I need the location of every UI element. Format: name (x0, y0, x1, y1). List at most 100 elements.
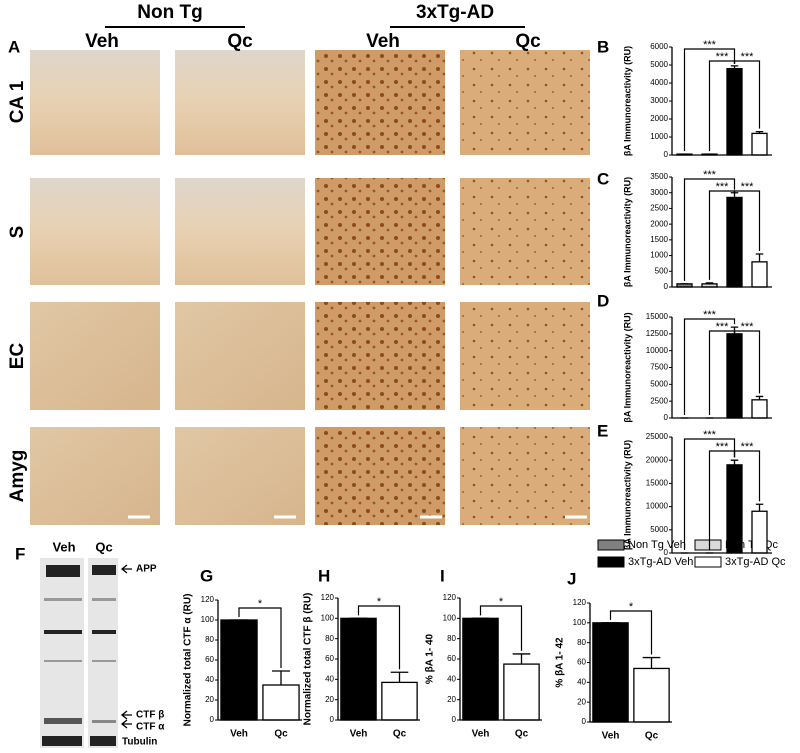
y-tick-label: 1000 (650, 251, 668, 260)
error-bar (755, 253, 764, 262)
legend-label: Non Tg Veh (628, 539, 686, 551)
y-tick-label: 25000 (646, 432, 669, 441)
bar (726, 333, 743, 419)
significance-label: *** (703, 309, 717, 321)
band-label: APP (136, 564, 157, 575)
column-label: Qc (515, 31, 541, 52)
y-tick-label: 120 (201, 595, 215, 604)
lane-label: Qc (95, 539, 112, 554)
legend-swatch (597, 556, 625, 568)
y-tick-label: 10000 (646, 346, 669, 355)
error-bar (755, 395, 764, 400)
axes (671, 317, 772, 419)
significance-bracket (733, 60, 761, 129)
y-tick-label: 500 (655, 266, 669, 275)
y-axis-label: % βA 1- 42 (555, 637, 566, 688)
x-tick-label: Qc (393, 729, 407, 740)
y-tick-label: 80 (447, 634, 456, 643)
significance-label: *** (703, 169, 717, 181)
significance-label: * (377, 596, 382, 608)
y-tick-label: 80 (205, 635, 214, 644)
row-label: Amyg (7, 450, 28, 503)
y-tick-label: 3000 (650, 188, 668, 197)
significance-label: *** (716, 321, 730, 333)
y-tick-label: 40 (325, 674, 334, 683)
y-tick-label: 40 (205, 675, 214, 684)
panel-label: J (567, 569, 576, 588)
axes (337, 598, 420, 721)
lane-label: Veh (52, 539, 75, 554)
y-tick-label: 100 (443, 613, 457, 622)
bar (726, 196, 743, 288)
significance-label: *** (741, 441, 755, 453)
y-tick-label: 20 (325, 695, 334, 704)
y-tick-label: 10000 (646, 502, 669, 511)
error-bar (755, 503, 764, 512)
significance-bracket (733, 330, 761, 394)
panel-label: B (597, 37, 609, 56)
significance-label: *** (741, 181, 755, 193)
y-tick-label: 0 (664, 150, 669, 159)
row-label: CA 1 (7, 80, 28, 123)
significance-bracket (479, 605, 523, 651)
y-tick-label: 5000 (650, 525, 668, 534)
legend-swatch (694, 539, 722, 551)
y-tick-label: 0 (664, 413, 669, 422)
group-label: 3xTg-AD (416, 2, 494, 23)
y-tick-label: 0 (330, 715, 335, 724)
y-tick-label: 120 (573, 598, 587, 607)
y-tick-label: 0 (582, 717, 587, 726)
significance-label: *** (741, 321, 755, 333)
bar (751, 132, 768, 156)
bar (751, 510, 768, 554)
y-tick-label: 100 (201, 615, 215, 624)
axes (589, 603, 672, 723)
axes (671, 177, 772, 288)
bar (262, 684, 300, 721)
y-tick-label: 40 (447, 674, 456, 683)
y-axis-label: βA Immunoreactivity (RU) (622, 440, 632, 550)
row-label: EC (7, 343, 28, 370)
y-tick-label: 0 (210, 715, 215, 724)
bar (503, 663, 540, 721)
significance-bracket (238, 607, 282, 668)
significance-label: * (499, 596, 504, 608)
bar (592, 622, 629, 723)
x-tick-label: Veh (602, 731, 620, 742)
y-tick-label: 3000 (650, 96, 668, 105)
band-label: CTF β (136, 710, 164, 721)
significance-label: *** (703, 39, 717, 51)
significance-bracket (683, 438, 736, 550)
micrographs (30, 50, 590, 525)
x-tick-label: Qc (515, 729, 529, 740)
y-tick-label: 100 (321, 613, 335, 622)
bar (220, 619, 258, 721)
y-tick-label: 0 (664, 282, 669, 291)
axes (671, 47, 772, 156)
y-tick-label: 3500 (650, 172, 668, 181)
significance-bracket (683, 318, 736, 415)
significance-bracket (683, 178, 736, 281)
y-tick-label: 1500 (650, 235, 668, 244)
y-tick-label: 20 (205, 695, 214, 704)
panel-label: A (8, 37, 20, 56)
band-label: Tubulin (122, 737, 157, 748)
y-tick-label: 0 (452, 715, 457, 724)
y-tick-label: 12500 (646, 329, 669, 338)
panel-label: H (318, 566, 330, 585)
y-tick-label: 40 (577, 677, 586, 686)
y-tick-label: 120 (321, 593, 335, 602)
significance-label: * (629, 601, 634, 613)
panel-label: C (597, 169, 609, 188)
significance-bracket (733, 190, 761, 251)
bar (633, 667, 670, 723)
bar (381, 681, 418, 721)
significance-label: *** (716, 181, 730, 193)
error-bar (705, 282, 714, 284)
row-label: S (7, 226, 28, 239)
y-tick-label: 60 (325, 654, 334, 663)
bar (340, 617, 377, 721)
y-tick-label: 0 (664, 548, 669, 557)
y-tick-label: 80 (577, 638, 586, 647)
